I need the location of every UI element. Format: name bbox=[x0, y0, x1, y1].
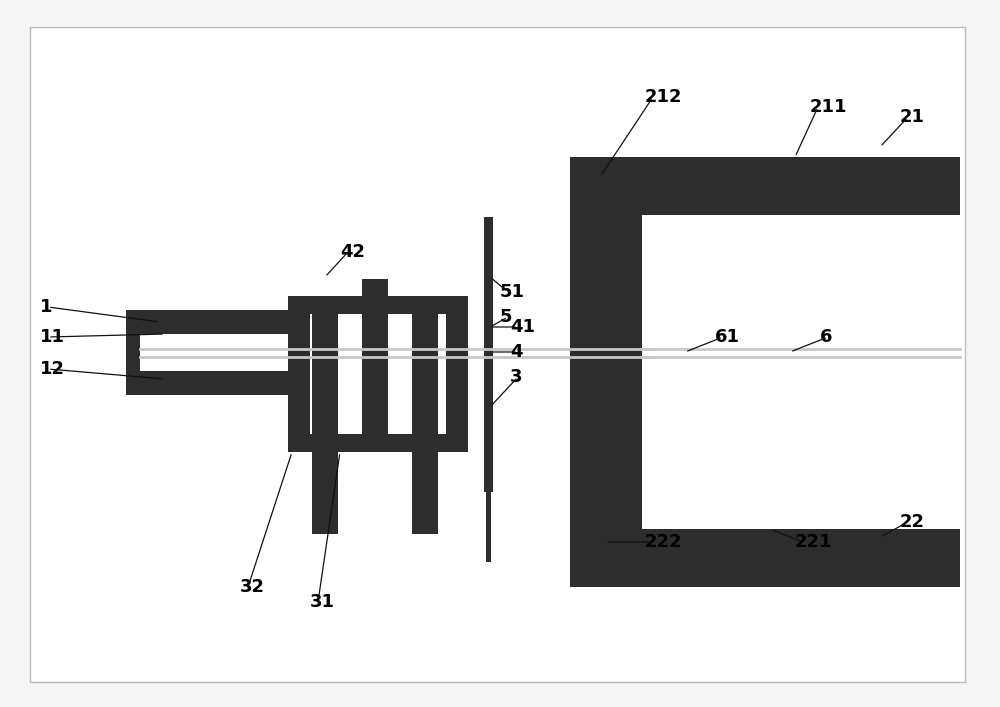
Bar bbox=[126, 310, 140, 395]
Text: 222: 222 bbox=[645, 533, 682, 551]
Bar bbox=[570, 157, 960, 215]
Bar bbox=[288, 434, 468, 452]
Text: 212: 212 bbox=[645, 88, 682, 106]
Text: 221: 221 bbox=[795, 533, 832, 551]
Text: 211: 211 bbox=[810, 98, 848, 116]
Bar bbox=[288, 296, 310, 452]
Text: 12: 12 bbox=[40, 360, 65, 378]
Text: 6: 6 bbox=[820, 328, 832, 346]
Text: 3: 3 bbox=[510, 368, 522, 386]
Text: 11: 11 bbox=[40, 328, 65, 346]
Text: 61: 61 bbox=[715, 328, 740, 346]
Bar bbox=[486, 492, 491, 562]
Text: 42: 42 bbox=[340, 243, 365, 261]
Bar bbox=[140, 371, 290, 395]
Bar bbox=[288, 296, 468, 314]
Text: 22: 22 bbox=[900, 513, 925, 531]
Bar bbox=[388, 314, 412, 434]
Bar bbox=[446, 296, 468, 452]
Text: 41: 41 bbox=[510, 318, 535, 336]
Bar bbox=[362, 279, 388, 434]
Bar bbox=[412, 314, 438, 534]
Text: 21: 21 bbox=[900, 108, 925, 126]
Bar bbox=[642, 215, 960, 529]
Bar bbox=[570, 157, 642, 587]
Text: 1: 1 bbox=[40, 298, 52, 316]
Text: 31: 31 bbox=[310, 593, 335, 611]
Text: 5: 5 bbox=[500, 308, 512, 326]
Text: 32: 32 bbox=[240, 578, 265, 596]
Bar bbox=[570, 529, 960, 587]
Text: 51: 51 bbox=[500, 283, 525, 301]
Text: 4: 4 bbox=[510, 343, 522, 361]
Bar bbox=[312, 314, 338, 534]
Bar bbox=[310, 314, 446, 434]
Bar bbox=[338, 314, 362, 434]
Bar bbox=[140, 310, 290, 334]
Bar bbox=[484, 217, 493, 492]
